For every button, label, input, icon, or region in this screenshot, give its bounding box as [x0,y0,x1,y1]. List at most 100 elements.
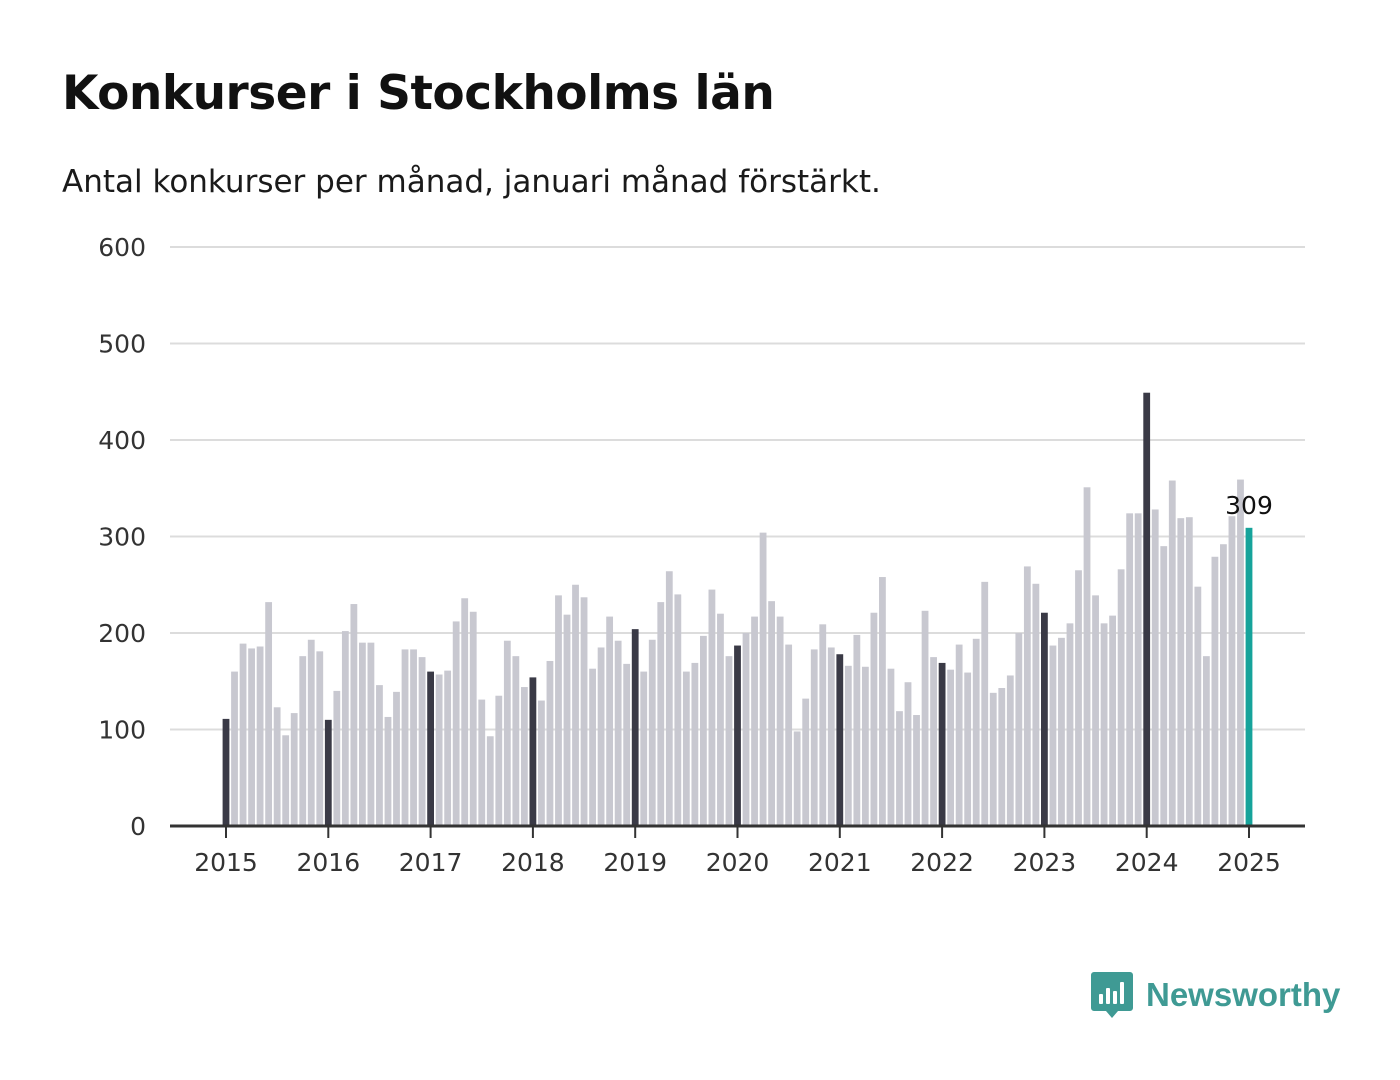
bar [606,616,614,826]
newsworthy-logo: Newsworthy [1090,970,1340,1020]
bar [1194,586,1202,826]
bar [1083,487,1091,826]
bar [631,629,639,826]
x-tick-label: 2018 [501,848,565,877]
bar [921,610,929,826]
bar [1237,479,1244,826]
bar [520,687,528,826]
bar [776,616,784,826]
axes [170,824,1305,838]
bar [401,649,409,826]
bar [1177,518,1185,826]
bar [231,671,238,826]
bar [759,532,767,826]
bar [359,642,366,826]
bar [538,700,545,826]
bar [691,662,699,826]
bar [742,633,750,826]
bar [1075,570,1082,826]
bar [324,719,332,826]
bar [282,735,290,826]
bar [1228,516,1236,826]
bar [648,639,656,826]
x-tick-label: 2025 [1217,848,1281,877]
bar [367,642,375,826]
bar [1134,513,1142,826]
brand-name: Newsworthy [1146,976,1341,1013]
bar [1245,527,1253,826]
bar [376,685,383,826]
bar [1066,623,1074,826]
bar [427,671,434,826]
bar [734,645,741,826]
y-tick-label: 200 [98,619,146,648]
bar [248,648,255,826]
bar [410,649,417,826]
bar [256,646,264,826]
bar [1126,513,1134,826]
bar [1092,595,1099,826]
bar [290,713,298,826]
bar [981,581,989,826]
x-tick-label: 2016 [296,848,360,877]
bar [222,718,230,826]
x-tick-label: 2024 [1115,848,1179,877]
x-tick-label: 2022 [910,848,974,877]
bar [384,716,392,826]
x-tick-label: 2017 [399,848,463,877]
bar [904,682,912,826]
bar [1143,392,1151,826]
bar [657,602,665,826]
y-tick-label: 300 [98,523,146,552]
bar [418,657,426,826]
y-tick-label: 400 [98,426,146,455]
bar [1211,556,1219,826]
bar [674,594,682,826]
bar [1049,645,1057,826]
bar [299,656,307,826]
bar [1100,623,1108,826]
bar [265,602,273,826]
bar [913,715,920,826]
bar [955,644,963,826]
bar [1151,509,1159,826]
bar [1023,566,1031,826]
bar [896,711,903,826]
bar [572,584,579,826]
bar [700,635,707,826]
bar [665,571,673,826]
bar [1006,675,1014,826]
bar [819,624,827,826]
bar [239,643,247,826]
bar [623,663,631,826]
bar [793,731,801,826]
bar [1160,546,1168,826]
bar [1185,517,1193,826]
bar [947,669,955,826]
bar [998,688,1006,826]
bar [503,640,511,826]
bar [682,671,690,826]
bar [1041,612,1048,826]
chart-title: Konkurser i Stockholms län [62,66,775,121]
bar [930,657,937,826]
bar [512,656,520,826]
bars [222,392,1253,826]
bar [810,649,818,826]
bar-chart-icon [1091,972,1133,1018]
bar [989,692,997,826]
bar [717,613,724,826]
y-tick-label: 0 [130,812,146,841]
chart-subtitle: Antal konkurser per månad, januari månad… [62,164,881,200]
bar [802,698,810,826]
bar [307,639,315,826]
bar [861,666,869,826]
x-tick-label: 2023 [1013,848,1077,877]
bar [785,644,793,826]
bar [1032,583,1040,826]
bar [879,577,886,826]
bar [844,665,852,826]
latest-value-label: 309 [1225,491,1273,520]
x-tick-label: 2020 [706,848,770,877]
